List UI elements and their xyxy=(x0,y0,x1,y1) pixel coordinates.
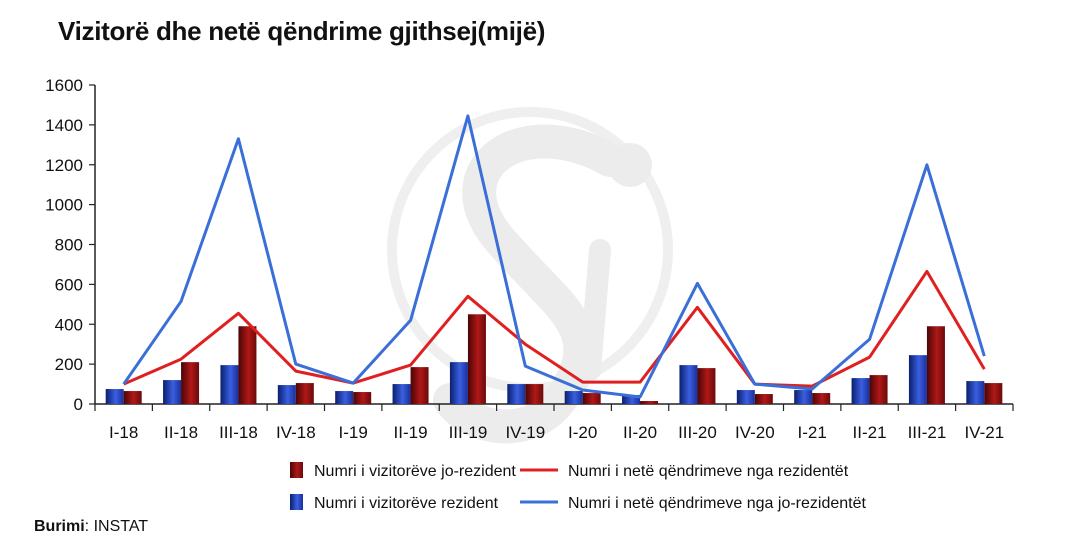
bar-resident-visitors xyxy=(564,391,583,404)
chart-bars xyxy=(105,314,1003,404)
bar-nonresident-visitors xyxy=(984,383,1003,404)
bar-resident-visitors xyxy=(392,384,411,404)
source-value: INSTAT xyxy=(93,518,149,535)
bar-nonresident-visitors xyxy=(467,314,486,404)
x-tick-label: III-21 xyxy=(908,423,947,442)
bar-resident-visitors xyxy=(449,362,468,404)
y-tick-label: 1400 xyxy=(45,116,83,135)
bar-resident-visitors xyxy=(794,390,813,404)
bar-nonresident-visitors xyxy=(238,326,257,404)
legend-label: Numri i vizitorëve jo-rezident xyxy=(314,463,516,480)
y-tick-label: 800 xyxy=(55,236,83,255)
bar-resident-visitors xyxy=(335,391,354,404)
bar-nonresident-visitors xyxy=(812,393,831,404)
bar-nonresident-visitors xyxy=(410,367,429,404)
bar-nonresident-visitors xyxy=(640,401,659,404)
bar-resident-visitors xyxy=(622,395,641,404)
chart-legend: Numri i vizitorëve jo-rezident Numri i ne… xyxy=(290,462,866,512)
x-tick-label: I-18 xyxy=(109,423,138,442)
legend-label: Numri i netë qëndrimeve nga jo-rezidentë… xyxy=(568,495,866,512)
bar-nonresident-visitors xyxy=(353,392,372,404)
bar-resident-visitors xyxy=(220,365,239,404)
line-resident-nights xyxy=(123,269,986,388)
x-tick-label: III-20 xyxy=(678,423,717,442)
bar-resident-visitors xyxy=(908,355,927,404)
bar-resident-visitors xyxy=(851,378,870,404)
x-tick-label: II-18 xyxy=(164,423,198,442)
legend-swatch xyxy=(290,462,303,478)
y-tick-label: 1000 xyxy=(45,196,83,215)
legend-swatch xyxy=(290,494,303,510)
x-tick-label: III-19 xyxy=(449,423,488,442)
chart-title: Vizitorë dhe netë qëndrime gjithsej(mijë… xyxy=(58,16,546,46)
bar-resident-visitors xyxy=(736,390,755,404)
bar-resident-visitors xyxy=(679,365,698,404)
bar-nonresident-visitors xyxy=(582,393,601,404)
bar-nonresident-visitors xyxy=(295,383,314,404)
watermark-logo xyxy=(387,107,673,444)
x-tick-label: I-21 xyxy=(798,423,827,442)
bar-resident-visitors xyxy=(105,389,124,404)
bar-resident-visitors xyxy=(966,381,985,404)
line-nonresident-nights xyxy=(122,114,986,399)
legend-label: Numri i netë qëndrimeve nga rezidentët xyxy=(568,463,849,480)
bar-resident-visitors xyxy=(163,380,182,404)
source-note: Burimi: INSTAT xyxy=(34,518,149,535)
x-tick-label: II-21 xyxy=(853,423,887,442)
chart-lines xyxy=(122,114,986,399)
x-tick-label: I-19 xyxy=(339,423,368,442)
bar-nonresident-visitors xyxy=(869,375,888,404)
x-tick-label: IV-20 xyxy=(735,423,775,442)
bar-nonresident-visitors xyxy=(181,362,200,404)
bar-nonresident-visitors xyxy=(525,384,544,404)
y-tick-label: 600 xyxy=(55,275,83,294)
source-label: Burimi xyxy=(34,518,85,535)
y-tick-label: 1200 xyxy=(45,156,83,175)
x-tick-label: II-19 xyxy=(394,423,428,442)
x-tick-label: IV-19 xyxy=(505,423,545,442)
bar-nonresident-visitors xyxy=(926,326,945,404)
legend-label: Numri i vizitorëve rezident xyxy=(314,495,499,512)
y-tick-label: 200 xyxy=(55,355,83,374)
bar-nonresident-visitors xyxy=(697,368,716,404)
x-tick-label: III-18 xyxy=(219,423,258,442)
bar-nonresident-visitors xyxy=(754,394,773,404)
y-tick-label: 1600 xyxy=(45,76,83,95)
x-tick-label: I-20 xyxy=(568,423,597,442)
y-tick-label: 0 xyxy=(74,395,83,414)
bar-resident-visitors xyxy=(277,385,296,404)
x-tick-label: II-20 xyxy=(623,423,657,442)
x-tick-label: IV-21 xyxy=(964,423,1004,442)
y-tick-label: 400 xyxy=(55,315,83,334)
bar-nonresident-visitors xyxy=(123,391,142,404)
bar-resident-visitors xyxy=(507,384,526,404)
x-tick-label: IV-18 xyxy=(276,423,316,442)
